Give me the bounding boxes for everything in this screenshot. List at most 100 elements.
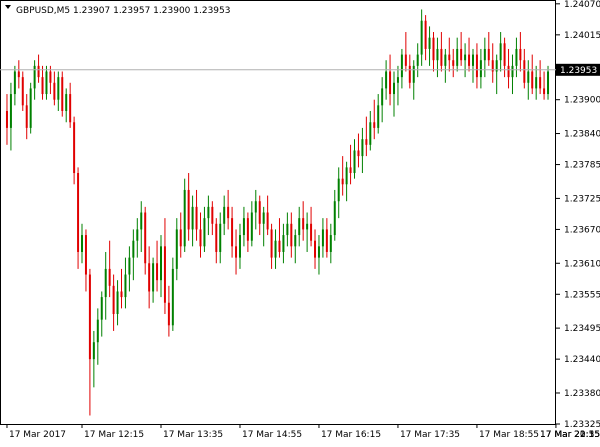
candle bbox=[140, 201, 143, 252]
candle-body bbox=[468, 54, 471, 66]
candle bbox=[408, 54, 411, 89]
candle-body bbox=[223, 206, 226, 224]
candle-body bbox=[432, 37, 435, 61]
x-tick-label: 17 Mar 22:55 bbox=[540, 430, 600, 440]
candle-body bbox=[215, 223, 218, 252]
candle-body bbox=[88, 274, 91, 360]
candle-body bbox=[69, 94, 72, 123]
candle bbox=[274, 229, 277, 269]
candle bbox=[144, 206, 147, 275]
candle bbox=[199, 212, 202, 258]
candle bbox=[148, 246, 151, 309]
candle bbox=[96, 308, 99, 365]
candle bbox=[81, 223, 84, 264]
candle-body bbox=[448, 54, 451, 61]
candle bbox=[195, 189, 198, 241]
candle bbox=[337, 167, 340, 219]
candle-body bbox=[543, 88, 546, 95]
candle bbox=[33, 60, 36, 100]
candle-body bbox=[487, 48, 490, 61]
candle-body bbox=[306, 223, 309, 230]
candle bbox=[456, 37, 459, 72]
candle bbox=[45, 65, 48, 100]
candle bbox=[440, 32, 443, 72]
candle bbox=[108, 240, 111, 298]
candle-body bbox=[108, 268, 111, 286]
candle bbox=[258, 195, 261, 236]
candle-body bbox=[369, 122, 372, 145]
candle bbox=[436, 37, 439, 78]
candle-body bbox=[235, 246, 238, 258]
candle bbox=[49, 65, 52, 95]
candle bbox=[491, 43, 494, 83]
y-tick-label: 1.24015 bbox=[564, 31, 600, 41]
candle-body bbox=[377, 105, 380, 128]
candle bbox=[515, 37, 518, 78]
candle-body bbox=[523, 60, 526, 83]
candle bbox=[223, 195, 226, 236]
candle-body bbox=[13, 71, 16, 95]
candle-body bbox=[175, 229, 178, 269]
candle-body bbox=[286, 223, 289, 236]
candle bbox=[361, 127, 364, 174]
candle-body bbox=[475, 54, 478, 78]
candle-body bbox=[495, 60, 498, 72]
candle-body bbox=[535, 77, 538, 89]
candle-body bbox=[227, 206, 230, 219]
candle bbox=[29, 82, 32, 134]
candle bbox=[120, 268, 123, 309]
candle bbox=[428, 26, 431, 66]
candle bbox=[152, 257, 155, 303]
candle-body bbox=[365, 139, 368, 145]
candle-body bbox=[420, 20, 423, 55]
candle-body bbox=[159, 246, 162, 281]
candle-body bbox=[73, 122, 76, 174]
candle bbox=[203, 206, 206, 252]
candle-body bbox=[507, 65, 510, 78]
candle bbox=[88, 268, 91, 416]
candle-body bbox=[81, 235, 84, 252]
candle bbox=[298, 206, 301, 247]
candle bbox=[483, 37, 486, 78]
candle-body bbox=[412, 65, 415, 83]
candle-body bbox=[17, 71, 20, 78]
candle bbox=[215, 218, 218, 264]
candle-body bbox=[84, 235, 87, 275]
candle-body bbox=[270, 229, 273, 258]
dropdown-triangle-icon[interactable] bbox=[5, 5, 11, 9]
candle bbox=[250, 201, 253, 247]
candle-body bbox=[199, 229, 202, 247]
candle bbox=[124, 257, 127, 309]
candle bbox=[136, 218, 139, 258]
candle-body bbox=[92, 342, 95, 360]
candle-body bbox=[100, 297, 103, 320]
candle-body bbox=[539, 77, 542, 89]
candle-body bbox=[471, 54, 474, 66]
candle bbox=[235, 229, 238, 275]
candle-body bbox=[452, 60, 455, 66]
candle-body bbox=[132, 240, 135, 258]
candle bbox=[171, 257, 174, 331]
candle bbox=[511, 54, 514, 95]
candle bbox=[25, 94, 28, 140]
candles bbox=[5, 9, 550, 416]
candle bbox=[487, 32, 490, 66]
candle-body bbox=[57, 77, 60, 100]
x-tick-label: 17 Mar 17:35 bbox=[400, 430, 460, 440]
candle bbox=[365, 116, 368, 157]
candle-body bbox=[345, 167, 348, 185]
candle bbox=[57, 71, 60, 111]
candle bbox=[69, 82, 72, 128]
candle-body bbox=[183, 189, 186, 247]
x-tick-label: 17 Mar 14:55 bbox=[242, 430, 302, 440]
candle bbox=[242, 206, 245, 247]
candle bbox=[37, 54, 40, 83]
candle-body bbox=[231, 218, 234, 247]
candle-body bbox=[203, 218, 206, 247]
candle bbox=[266, 195, 269, 236]
candle bbox=[187, 173, 190, 241]
candle bbox=[17, 60, 20, 89]
candle-body bbox=[179, 229, 182, 247]
y-tick-label: 1.23495 bbox=[564, 324, 600, 334]
candle-body bbox=[266, 212, 269, 230]
